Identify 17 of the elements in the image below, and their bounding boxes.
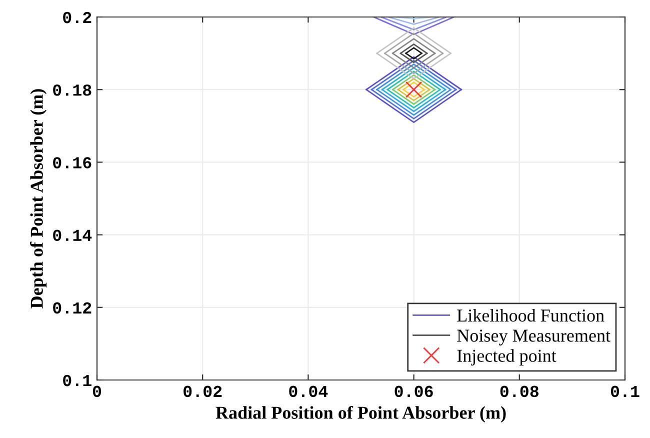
x-tick-label: 0.06 (394, 386, 433, 398)
y-tick-label: 0.2 (63, 12, 92, 24)
y-tick-label: 0.16 (53, 157, 92, 168)
x-tick-label: 0 (92, 386, 102, 398)
legend-label: Likelihood Function (457, 308, 604, 322)
x-axis-title: Radial Position of Point Absorber (m) (216, 406, 506, 423)
x-tick-label: 0.02 (184, 386, 222, 398)
y-tick-label: 0.12 (53, 302, 92, 314)
legend-label: Injected point (457, 349, 556, 366)
legend-label: Noisey Measurement (457, 330, 610, 346)
x-tick-label: 0.08 (500, 386, 539, 398)
y-axis-title: Depth of Point Absorber (m) (30, 89, 47, 308)
y-tick-label: 0.14 (53, 230, 92, 242)
y-tick-label: 0.1 (63, 374, 92, 386)
x-tick-label: 0.04 (289, 386, 328, 398)
x-tick-label: 0.1 (610, 386, 640, 398)
y-tick-label: 0.18 (53, 84, 92, 96)
